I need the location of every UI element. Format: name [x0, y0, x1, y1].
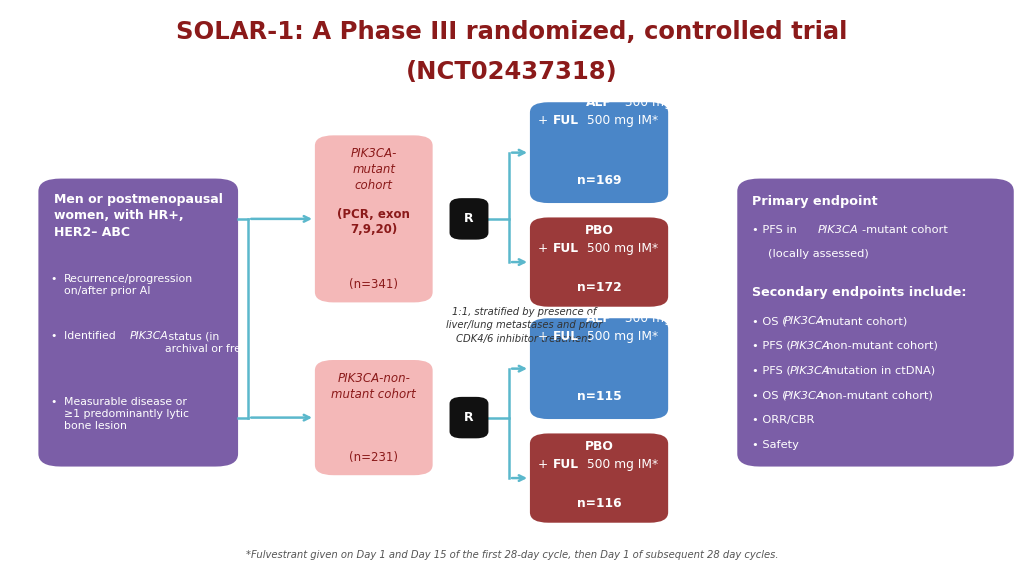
Text: 500 mg IM*: 500 mg IM*	[584, 242, 658, 255]
Text: (n=341): (n=341)	[349, 278, 398, 291]
Text: FUL: FUL	[553, 242, 579, 255]
Text: 300 mg QD PO: 300 mg QD PO	[622, 96, 716, 109]
FancyBboxPatch shape	[39, 179, 238, 467]
Text: 500 mg IM*: 500 mg IM*	[584, 458, 658, 471]
Text: FUL: FUL	[553, 114, 579, 127]
Text: R: R	[464, 213, 474, 225]
FancyBboxPatch shape	[450, 397, 488, 438]
Text: -non-mutant cohort): -non-mutant cohort)	[817, 391, 933, 400]
Text: FUL: FUL	[553, 330, 579, 343]
Text: ALP: ALP	[586, 96, 612, 109]
Text: Recurrence/progression
on/after prior AI: Recurrence/progression on/after prior AI	[63, 274, 194, 295]
Text: PBO: PBO	[585, 224, 613, 237]
Text: 500 mg IM*: 500 mg IM*	[584, 114, 658, 127]
Text: PIK3CA: PIK3CA	[790, 341, 830, 351]
Text: •: •	[51, 331, 57, 341]
Text: PIK3CA-
mutant
cohort: PIK3CA- mutant cohort	[350, 147, 397, 192]
FancyBboxPatch shape	[530, 103, 668, 203]
Text: • Safety: • Safety	[752, 440, 799, 450]
Text: •: •	[51, 397, 57, 407]
Text: 500 mg IM*: 500 mg IM*	[584, 330, 658, 343]
Text: • ORR/CBR: • ORR/CBR	[752, 415, 814, 425]
Text: ALP: ALP	[586, 312, 612, 325]
Text: status (in
archival or fresh tumor tissue): status (in archival or fresh tumor tissu…	[165, 331, 330, 353]
Text: • OS (: • OS (	[752, 391, 786, 400]
Text: -mutant cohort): -mutant cohort)	[817, 316, 907, 326]
Text: +: +	[539, 330, 552, 343]
Text: n=172: n=172	[577, 281, 622, 294]
FancyBboxPatch shape	[737, 179, 1014, 467]
Text: n=116: n=116	[577, 497, 622, 510]
Text: (NCT02437318): (NCT02437318)	[407, 60, 617, 85]
Text: +: +	[539, 242, 552, 255]
Text: FUL: FUL	[553, 458, 579, 471]
Text: n=169: n=169	[577, 175, 622, 187]
Text: • PFS (: • PFS (	[752, 341, 791, 351]
Text: +: +	[539, 458, 552, 471]
Text: 1:1, stratified by presence of
liver/lung metastases and prior
CDK4/6 inhibitor : 1:1, stratified by presence of liver/lun…	[445, 307, 602, 344]
Text: (N=572): (N=572)	[111, 504, 166, 517]
Text: PIK3CA: PIK3CA	[818, 225, 859, 234]
Text: •: •	[51, 274, 57, 283]
Text: Secondary endpoints include:: Secondary endpoints include:	[752, 286, 966, 300]
FancyBboxPatch shape	[450, 198, 488, 240]
FancyBboxPatch shape	[315, 135, 432, 302]
Text: PIK3CA-non-
mutant cohort: PIK3CA-non- mutant cohort	[332, 372, 416, 400]
FancyBboxPatch shape	[530, 318, 668, 419]
Text: -mutant cohort: -mutant cohort	[862, 225, 948, 234]
FancyBboxPatch shape	[315, 360, 432, 475]
Text: Primary endpoint: Primary endpoint	[752, 195, 878, 208]
Text: Identified: Identified	[63, 331, 119, 341]
Text: mutation in ctDNA): mutation in ctDNA)	[822, 366, 935, 376]
Text: • OS (: • OS (	[752, 316, 786, 326]
Text: Measurable disease or
≥1 predominantly lytic
bone lesion: Measurable disease or ≥1 predominantly l…	[63, 397, 189, 431]
Text: PIK3CA: PIK3CA	[790, 366, 830, 376]
Text: PIK3CA: PIK3CA	[129, 331, 168, 341]
Text: (locally assessed): (locally assessed)	[768, 249, 868, 259]
Text: Men or postmenopausal
women, with HR+,
HER2– ABC: Men or postmenopausal women, with HR+, H…	[54, 193, 222, 239]
Text: 300 mg QD PO: 300 mg QD PO	[622, 312, 716, 325]
Text: SOLAR-1: A Phase III randomized, controlled trial: SOLAR-1: A Phase III randomized, control…	[176, 20, 848, 44]
Text: PIK3CA: PIK3CA	[784, 316, 825, 326]
Text: -non-mutant cohort): -non-mutant cohort)	[822, 341, 938, 351]
Text: +: +	[539, 114, 552, 127]
Text: • PFS (: • PFS (	[752, 366, 791, 376]
FancyBboxPatch shape	[530, 433, 668, 523]
Text: • PFS in: • PFS in	[752, 225, 800, 234]
Text: *Fulvestrant given on Day 1 and Day 15 of the first 28-day cycle, then Day 1 of : *Fulvestrant given on Day 1 and Day 15 o…	[246, 550, 778, 560]
Text: ECOG performance status ≤1: ECOG performance status ≤1	[63, 472, 225, 482]
Text: PIK3CA: PIK3CA	[784, 391, 825, 400]
Text: (PCR, exon
7,9,20): (PCR, exon 7,9,20)	[337, 208, 411, 236]
Text: PBO: PBO	[585, 440, 613, 453]
Text: n=115: n=115	[577, 391, 622, 403]
FancyBboxPatch shape	[530, 217, 668, 306]
Text: •: •	[51, 472, 57, 482]
Text: R: R	[464, 411, 474, 424]
Text: (n=231): (n=231)	[349, 450, 398, 464]
